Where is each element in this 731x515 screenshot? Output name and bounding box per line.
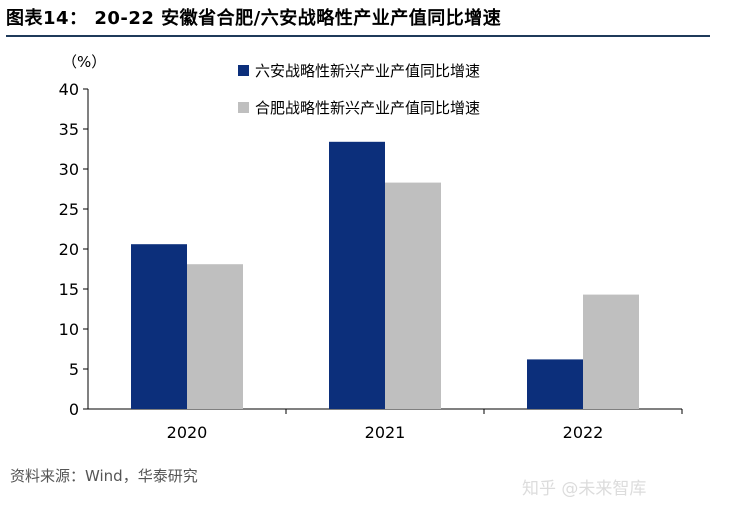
y-tick-label: 0 xyxy=(69,400,79,419)
title-divider xyxy=(6,35,710,37)
legend-swatch-0 xyxy=(238,65,249,76)
bar-hefei-2022 xyxy=(583,294,639,409)
x-tick-label: 2020 xyxy=(167,423,208,442)
x-tick-label: 2021 xyxy=(365,423,406,442)
bar-hefei-2021 xyxy=(385,182,441,409)
bar-luan-2020 xyxy=(131,244,187,409)
y-tick-label: 15 xyxy=(59,280,79,299)
bar-hefei-2020 xyxy=(187,264,243,409)
y-tick-label: 40 xyxy=(59,80,79,99)
y-tick-label: 35 xyxy=(59,120,79,139)
y-tick-label: 30 xyxy=(59,160,79,179)
legend-swatch-1 xyxy=(238,102,249,113)
y-tick-label: 20 xyxy=(59,240,79,259)
bar-luan-2022 xyxy=(527,359,583,409)
watermark: 知乎 @未来智库 xyxy=(522,479,647,499)
bar-luan-2021 xyxy=(329,141,385,410)
legend-label-1: 合肥战略性新兴产业产值同比增速 xyxy=(255,99,480,117)
page-title: 图表14： 20-22 安徽省合肥/六安战略性产业产值同比增速 xyxy=(6,8,502,29)
y-tick-label: 10 xyxy=(59,320,79,339)
y-tick-label: 25 xyxy=(59,200,79,219)
x-tick-label: 2022 xyxy=(563,423,604,442)
y-tick-label: 5 xyxy=(69,360,79,379)
y-unit-label: （%） xyxy=(62,53,106,71)
legend-label-0: 六安战略性新兴产业产值同比增速 xyxy=(255,62,480,80)
source-note: 资料来源：Wind，华泰研究 xyxy=(10,467,198,485)
